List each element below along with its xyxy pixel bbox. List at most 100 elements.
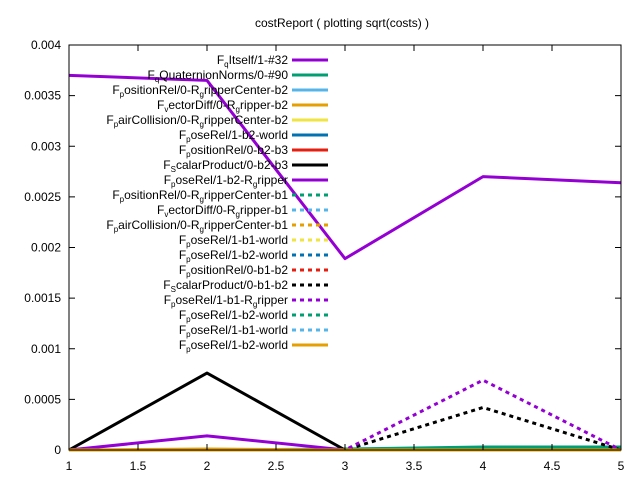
legend-label-subscript: v xyxy=(164,210,168,219)
legend-label-part: ositionRel/0-R xyxy=(124,83,200,97)
legend-label-part: F xyxy=(164,173,171,187)
legend-label-subscript: g xyxy=(200,225,204,234)
legend-label-part: ripper xyxy=(257,293,288,307)
legend-label-part: F xyxy=(112,188,119,202)
x-tick-label: 1 xyxy=(66,459,73,473)
legend-label-part: oseRel/1-b2-world xyxy=(191,128,288,142)
legend-label: FScalarProduct/0-b2-b3 xyxy=(163,158,288,174)
legend-label: FvectorDiff/0-Rgripper-b1 xyxy=(157,203,288,219)
legend-label-part: ectorDiff/0-R xyxy=(168,203,235,217)
x-tick-label: 1.5 xyxy=(130,459,147,473)
series-line-7 xyxy=(68,371,621,452)
legend-label-part: ectorDiff/0-R xyxy=(168,98,235,112)
legend-label-subscript: p xyxy=(186,240,191,249)
legend-label: FposeRel/1-b2-world xyxy=(179,338,288,354)
legend: FqItself/1-#32FqQuaternionNorms/0-#90Fpo… xyxy=(106,53,328,354)
legend-label-part: oseRel/1-b2-world xyxy=(191,338,288,352)
legend-label-subscript: g xyxy=(236,210,240,219)
legend-label-subscript: S xyxy=(171,285,176,294)
legend-entry: FposeRel/1-b1-world xyxy=(179,233,328,249)
y-axis: 0 0.0005 0.001 0.0015 0.002 0.0025 0.003 0.0035… xyxy=(24,38,621,457)
legend-label: FposeRel/1-b2-world xyxy=(179,248,288,264)
legend-label-subscript: p xyxy=(171,180,176,189)
legend-label-subscript: p xyxy=(186,255,191,264)
legend-entry: FpositionRel/0-b2-b3 xyxy=(179,143,328,159)
legend-entry: FScalarProduct/0-b1-b2 xyxy=(163,278,328,294)
legend-label-part: ositionRel/0-b2-b3 xyxy=(191,143,289,157)
legend-entry: FposeRel/1-b1-world xyxy=(179,323,328,339)
legend-label-subscript: v xyxy=(164,105,168,114)
legend-label-subscript: p xyxy=(186,345,191,354)
legend-label-part: F xyxy=(217,53,224,67)
legend-label-part: F xyxy=(179,248,186,262)
legend-label: FpositionRel/0-b2-b3 xyxy=(179,143,289,159)
legend-entry: FposeRel/1-b2-world xyxy=(179,128,328,144)
legend-entry: FvectorDiff/0-Rgripper-b2 xyxy=(157,98,328,114)
legend-label-part: ripper xyxy=(257,173,288,187)
legend-label: FqItself/1-#32 xyxy=(217,53,288,69)
legend-label-part: QuaternionNorms/0-#90 xyxy=(159,68,288,82)
x-tick-label: 5 xyxy=(618,459,625,473)
legend-label-part: F xyxy=(112,83,119,97)
legend-label-subscript: p xyxy=(186,315,191,324)
legend-entry: FpositionRel/0-RgripperCenter-b2 xyxy=(112,83,328,99)
y-tick-label: 0.0005 xyxy=(24,392,61,406)
legend-label-subscript: g xyxy=(253,300,257,309)
legend-label-part: ripperCenter-b1 xyxy=(204,188,288,202)
legend-label-part: F xyxy=(163,278,170,292)
legend-label-part: F xyxy=(179,323,186,337)
plot-frame xyxy=(68,44,622,451)
legend-label-part: F xyxy=(179,338,186,352)
legend-label-part: F xyxy=(179,308,186,322)
x-tick-label: 3 xyxy=(342,459,349,473)
y-tick-label: 0.0015 xyxy=(24,291,61,305)
legend-label: FScalarProduct/0-b1-b2 xyxy=(163,278,288,294)
legend-label-part: F xyxy=(179,263,186,277)
legend-label-part: oseRel/1-b1-world xyxy=(191,323,288,337)
legend-entry: FposeRel/1-b2-world xyxy=(179,338,328,354)
chart-title: costReport ( plotting sqrt(costs) ) xyxy=(255,16,429,30)
legend-entry: FposeRel/1-b2-world xyxy=(179,248,328,264)
legend-label-part: airCollision/0-R xyxy=(118,218,200,232)
legend-label-part: F xyxy=(157,98,164,112)
legend-label-subscript: p xyxy=(186,150,191,159)
legend-entry: FpairCollision/0-RgripperCenter-b1 xyxy=(106,218,328,234)
legend-label-part: F xyxy=(164,293,171,307)
legend-entry: FvectorDiff/0-Rgripper-b1 xyxy=(157,203,328,219)
y-tick-label: 0.003 xyxy=(31,139,61,153)
legend-label-subscript: g xyxy=(200,90,204,99)
legend-label: FpairCollision/0-RgripperCenter-b1 xyxy=(106,218,288,234)
legend-label-subscript: p xyxy=(120,195,125,204)
legend-label-part: oseRel/1-b1-world xyxy=(191,233,288,247)
legend-label-part: oseRel/1-b1-R xyxy=(175,293,253,307)
legend-entry: FpositionRel/0-RgripperCenter-b1 xyxy=(112,188,328,204)
legend-entry: FqQuaternionNorms/0-#90 xyxy=(147,68,328,84)
legend-label-subscript: p xyxy=(186,135,191,144)
y-tick-label: 0.004 xyxy=(31,38,61,52)
legend-label-part: ositionRel/0-R xyxy=(124,188,200,202)
y-tick-label: 0.001 xyxy=(31,342,61,356)
legend-label-part: F xyxy=(179,128,186,142)
legend-label-subscript: p xyxy=(114,120,119,129)
legend-label-subscript: g xyxy=(200,120,204,129)
legend-label-part: F xyxy=(163,158,170,172)
series-layer xyxy=(68,73,622,452)
y-tick-label: 0.002 xyxy=(31,241,61,255)
legend-label: FposeRel/1-b2-world xyxy=(179,128,288,144)
legend-label-part: F xyxy=(106,218,113,232)
legend-entry: FposeRel/1-b2-Rgripper xyxy=(164,173,328,189)
series-line-15 xyxy=(69,405,622,452)
legend-label-subscript: S xyxy=(171,165,176,174)
legend-label-subscript: q xyxy=(224,60,228,69)
legend-label-subscript: p xyxy=(114,225,119,234)
legend-label-part: F xyxy=(179,233,186,247)
legend-label-part: F xyxy=(157,203,164,217)
legend-label: FpositionRel/0-RgripperCenter-b2 xyxy=(112,83,288,99)
legend-entry: FposeRel/1-b1-Rgripper xyxy=(164,293,328,309)
legend-label-subscript: p xyxy=(186,270,191,279)
legend-label: FpositionRel/0-b1-b2 xyxy=(179,263,289,279)
legend-entry: FScalarProduct/0-b2-b3 xyxy=(163,158,328,174)
legend-label-part: oseRel/1-b2-world xyxy=(191,308,288,322)
legend-label-part: ripperCenter-b2 xyxy=(204,83,288,97)
